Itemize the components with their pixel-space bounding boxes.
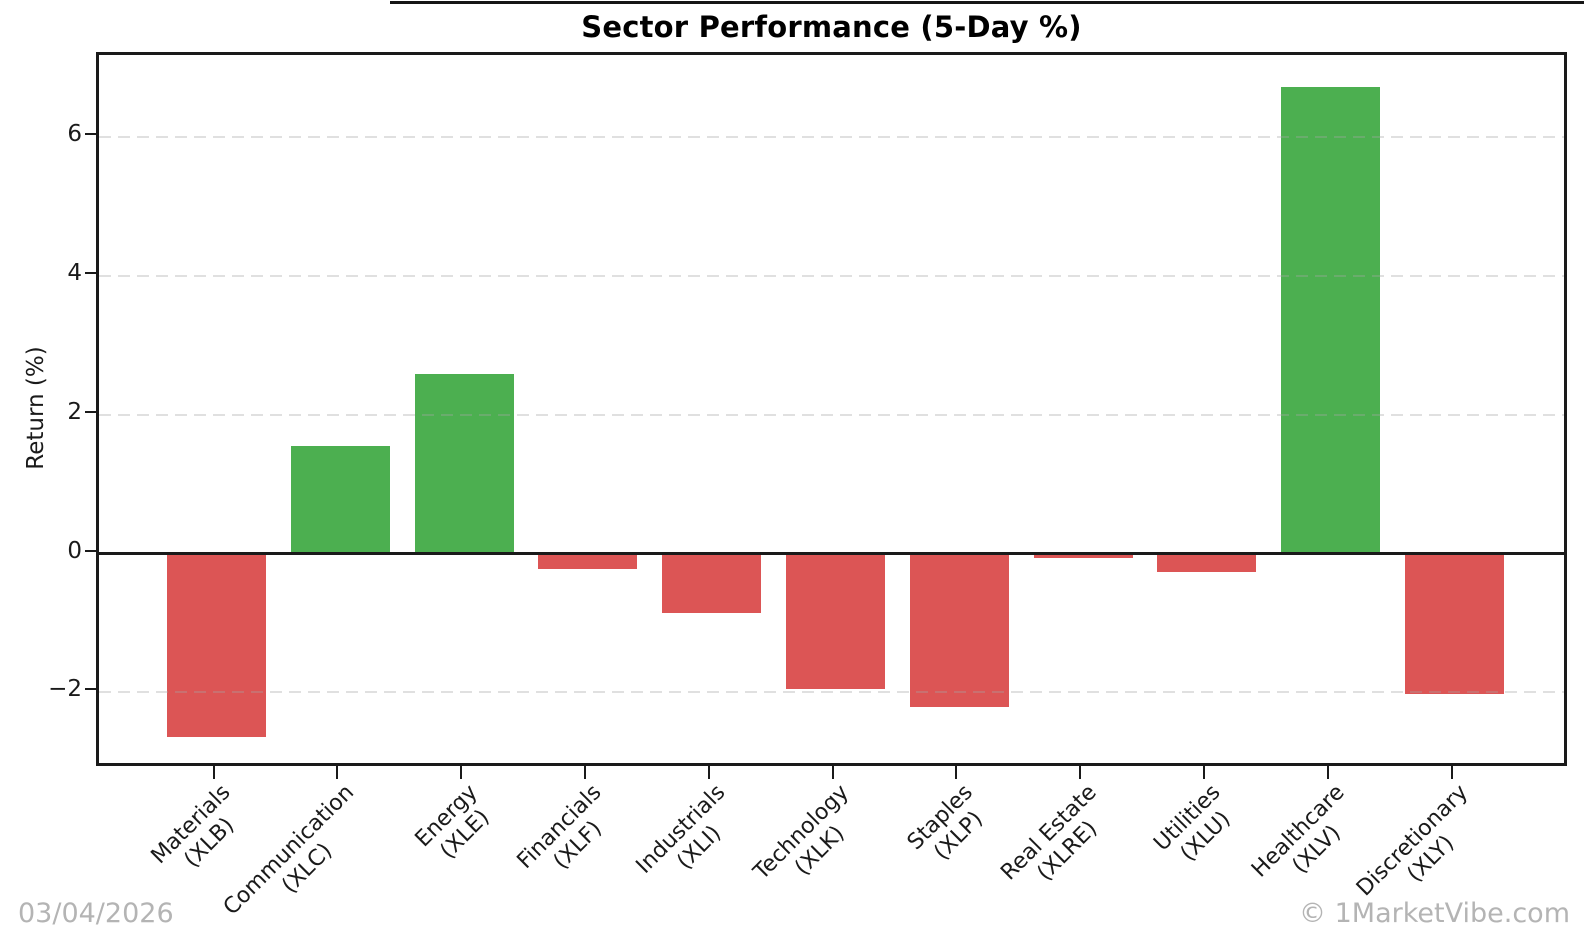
x-tick-mark	[1202, 766, 1205, 779]
y-tick-mark	[85, 688, 96, 691]
x-tick-mark	[1079, 766, 1082, 779]
y-tick-label: 6	[67, 121, 82, 148]
bar-xlk	[786, 553, 885, 689]
date-watermark: 03/04/2026	[18, 898, 174, 929]
gridline-y-2	[99, 691, 1564, 694]
y-tick-mark	[85, 410, 96, 413]
x-tick-mark	[955, 766, 958, 779]
gridline-y2	[99, 413, 1564, 416]
y-tick-mark	[85, 271, 96, 274]
x-tick-mark	[460, 766, 463, 779]
y-tick-label: 2	[67, 398, 82, 425]
x-tick-label: Financials (XLF)	[513, 780, 626, 893]
x-tick-label: Utilities (XLU)	[1149, 780, 1244, 875]
chart-title: Sector Performance (5-Day %)	[581, 10, 1082, 44]
bar-xly	[1405, 553, 1504, 694]
x-tick-mark	[336, 766, 339, 779]
gridline-y6	[99, 136, 1564, 139]
bar-xlp	[909, 553, 1009, 707]
x-tick-mark	[1450, 766, 1453, 779]
x-tick-label: Staples (XLP)	[903, 780, 997, 874]
y-tick-mark	[85, 133, 96, 136]
x-tick-mark	[707, 766, 710, 779]
plot-area	[96, 52, 1567, 766]
x-tick-mark	[212, 766, 215, 779]
bar-xlre	[1033, 553, 1133, 558]
y-tick-label: 4	[67, 259, 82, 286]
copyright-watermark: © 1MarketVibe.com	[1299, 898, 1570, 929]
x-tick-mark	[583, 766, 586, 779]
x-tick-label: Energy (XLE)	[411, 780, 502, 871]
x-tick-label: Healthcare (XLV)	[1247, 780, 1369, 902]
bar-xlu	[1157, 553, 1257, 573]
y-tick-mark	[85, 549, 96, 552]
x-tick-mark	[1326, 766, 1329, 779]
bar-xli	[662, 553, 762, 614]
x-tick-label: Real Estate (XLRE)	[996, 780, 1120, 904]
y-tick-label: 0	[67, 537, 82, 564]
top-border-line	[390, 1, 1584, 4]
bar-xlv	[1281, 87, 1381, 554]
bar-xlf	[538, 553, 638, 569]
x-tick-label: Industrials (XLI)	[632, 780, 750, 898]
bar-xle	[414, 373, 514, 554]
zero-axis-line	[99, 552, 1564, 555]
gridline-y4	[99, 274, 1564, 277]
x-tick-label: Materials (XLB)	[146, 780, 254, 888]
x-tick-label: Technology (XLK)	[749, 780, 873, 904]
bar-xlc	[290, 445, 390, 554]
bar-xlb	[167, 553, 266, 737]
y-tick-label: −2	[48, 676, 82, 703]
x-tick-mark	[831, 766, 834, 779]
